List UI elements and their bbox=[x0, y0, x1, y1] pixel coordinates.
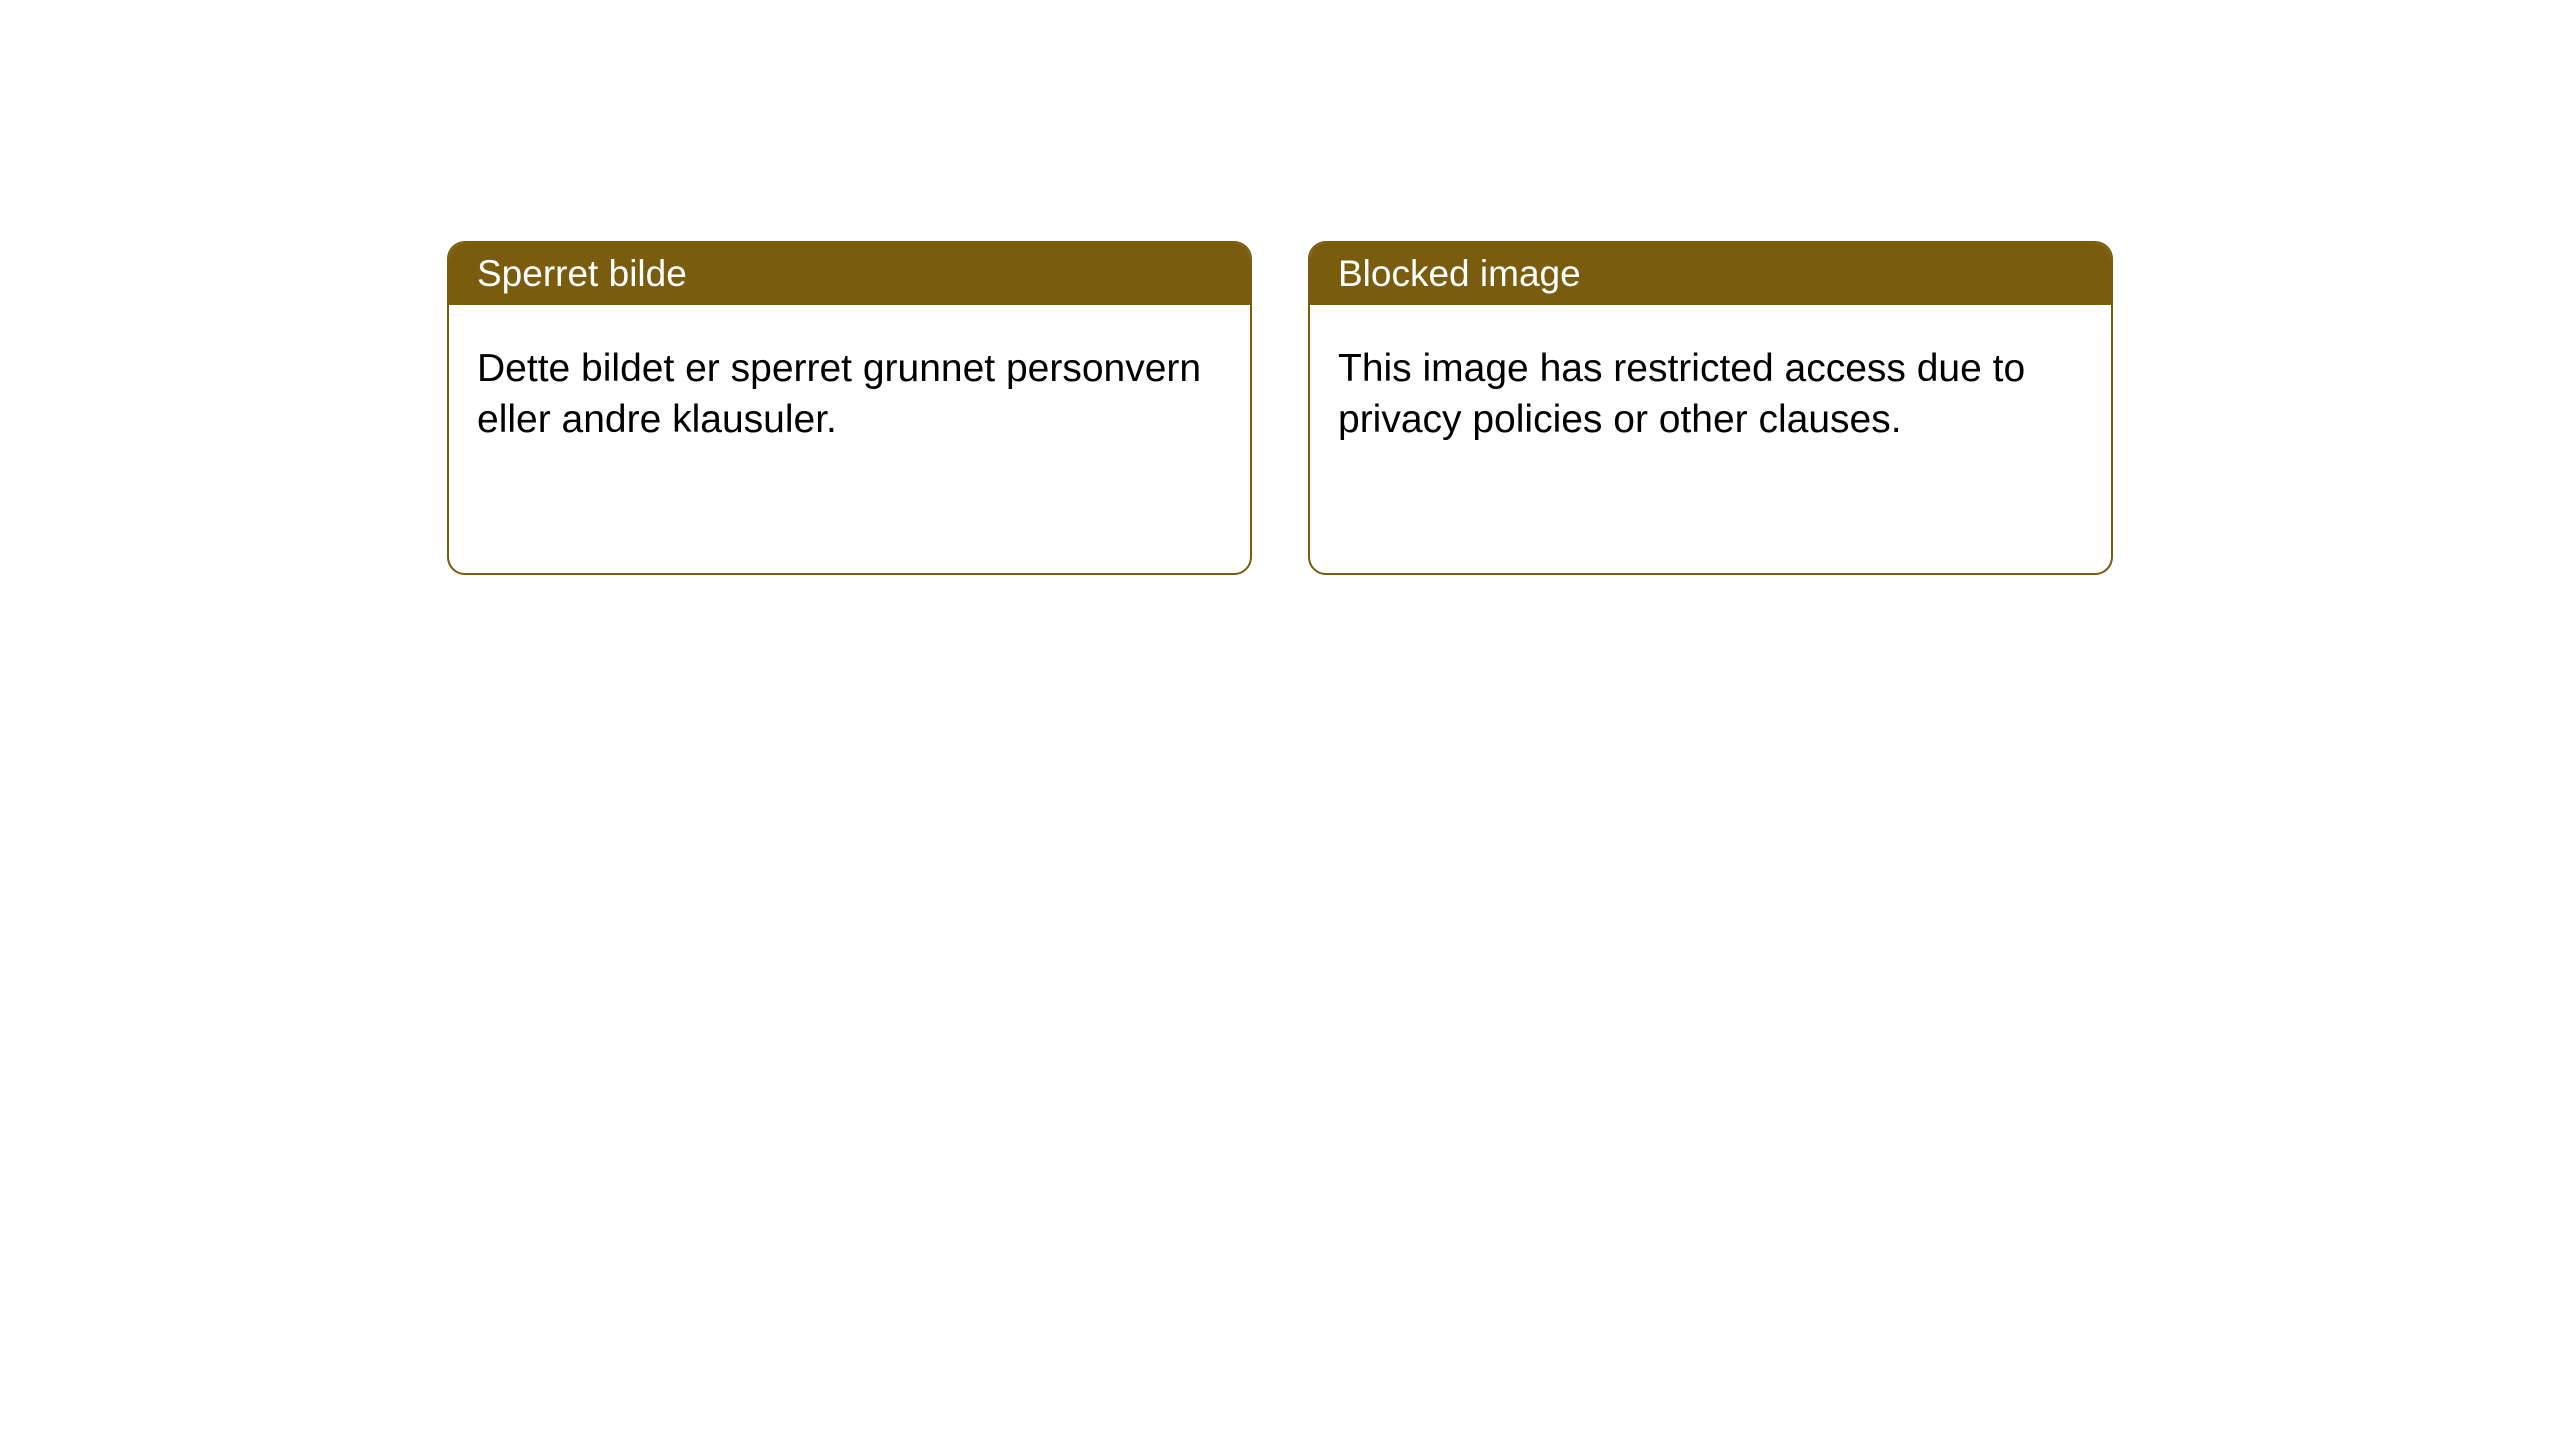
blocked-image-card-english: Blocked image This image has restricted … bbox=[1308, 241, 2113, 575]
card-title-norwegian: Sperret bilde bbox=[449, 243, 1250, 305]
card-message-norwegian: Dette bildet er sperret grunnet personve… bbox=[449, 305, 1250, 484]
card-message-english: This image has restricted access due to … bbox=[1310, 305, 2111, 484]
notice-cards-container: Sperret bilde Dette bildet er sperret gr… bbox=[0, 0, 2560, 575]
card-title-english: Blocked image bbox=[1310, 243, 2111, 305]
blocked-image-card-norwegian: Sperret bilde Dette bildet er sperret gr… bbox=[447, 241, 1252, 575]
